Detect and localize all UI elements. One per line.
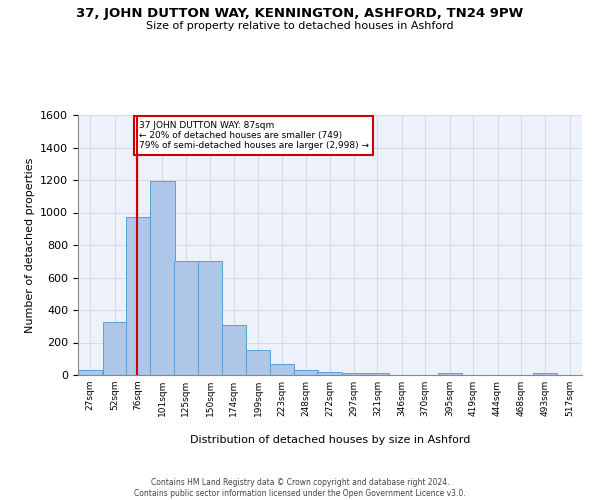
Bar [174, 261, 198, 375]
Text: 37 JOHN DUTTON WAY: 87sqm
← 20% of detached houses are smaller (749)
79% of semi: 37 JOHN DUTTON WAY: 87sqm ← 20% of detac… [139, 120, 368, 150]
Text: Distribution of detached houses by size in Ashford: Distribution of detached houses by size … [190, 435, 470, 445]
Text: Size of property relative to detached houses in Ashford: Size of property relative to detached ho… [146, 21, 454, 31]
Bar [246, 350, 270, 375]
Text: Contains HM Land Registry data © Crown copyright and database right 2024.
Contai: Contains HM Land Registry data © Crown c… [134, 478, 466, 498]
Bar [294, 370, 318, 375]
Bar [269, 364, 294, 375]
Y-axis label: Number of detached properties: Number of detached properties [25, 158, 35, 332]
Bar [365, 372, 389, 375]
Bar [222, 326, 246, 375]
Bar [533, 374, 557, 375]
Bar [198, 261, 223, 375]
Bar [78, 370, 102, 375]
Bar [103, 322, 127, 375]
Bar [317, 372, 341, 375]
Bar [126, 218, 150, 375]
Bar [151, 181, 175, 375]
Text: 37, JOHN DUTTON WAY, KENNINGTON, ASHFORD, TN24 9PW: 37, JOHN DUTTON WAY, KENNINGTON, ASHFORD… [76, 8, 524, 20]
Bar [342, 372, 366, 375]
Bar [437, 374, 462, 375]
